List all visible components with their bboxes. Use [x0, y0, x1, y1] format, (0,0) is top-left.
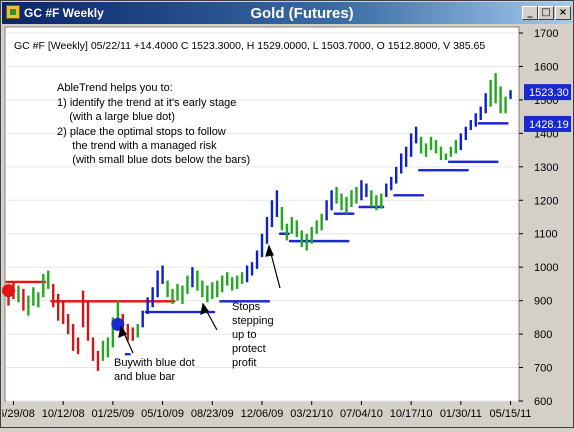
price-chart[interactable]: 6007008009001000110012001300140015001600… — [0, 25, 572, 427]
window-title: GC #F Weekly — [24, 6, 104, 20]
x-tick-label: 10/17/10 — [390, 408, 433, 420]
blue-stop-dot — [421, 193, 425, 197]
x-tick-label: 03/21/10 — [290, 408, 333, 420]
blue-stop-dot — [267, 300, 270, 303]
y-tick-label: 1300 — [534, 162, 558, 174]
blue-stop-dot — [128, 352, 131, 356]
close-button[interactable]: × — [555, 6, 571, 20]
x-tick-label: 12/06/09 — [241, 408, 284, 420]
annotation-intro: AbleTrend helps you to: 1) identify the … — [57, 82, 250, 166]
y-tick-label: 800 — [534, 329, 552, 341]
stops-line: up to — [232, 329, 256, 341]
x-tick-label: 06/29/08 — [2, 408, 35, 420]
intro-line: (with a large blue dot) — [57, 111, 175, 123]
stops-line: Stops — [232, 301, 261, 313]
buy-line: Buywith blue dot — [114, 357, 195, 369]
x-tick-label: 05/10/09 — [141, 408, 184, 420]
buy-arrow-head — [118, 325, 127, 339]
chart-app-icon — [6, 5, 20, 19]
y-tick-label: 1600 — [534, 61, 558, 73]
x-tick-label: 10/12/08 — [42, 408, 85, 420]
stops-line: stepping — [232, 315, 274, 327]
stops-line: protect — [232, 343, 266, 355]
blue-stop-dot — [351, 212, 355, 215]
price-tag-label: 1523.30 — [529, 87, 569, 99]
intro-line: AbleTrend helps you to: — [57, 82, 173, 94]
y-tick-label: 600 — [534, 396, 552, 408]
chart-area: 600 700 800 900 1000 1100 1200 1300 1400 1500 1600… — [0, 25, 572, 427]
stops-line: profit — [232, 357, 256, 369]
blue-stop-dot — [212, 310, 216, 314]
blue-stop-dot — [346, 239, 350, 243]
minimize-button[interactable]: _ — [522, 6, 538, 20]
annotation-arrows — [118, 244, 281, 354]
y-tick-label: 1700 — [534, 28, 558, 40]
x-tick-label: 05/15/11 — [490, 408, 532, 420]
y-tick-label: 700 — [534, 363, 552, 375]
x-tick-label: 01/30/11 — [440, 408, 482, 420]
price-tag-box — [524, 115, 571, 132]
y-tick-label: 1200 — [534, 195, 558, 207]
x-tick-label: 08/23/09 — [191, 408, 234, 420]
buy-line: and blue bar — [114, 371, 175, 383]
price-tag-box — [524, 84, 571, 101]
stops-arrow-up-line — [269, 249, 281, 289]
blue-stop-dot — [505, 122, 509, 125]
y-tick-label: 1100 — [534, 229, 558, 241]
annotation-buy: Buywith blue dot and blue bar — [114, 357, 195, 383]
plot-background — [4, 26, 520, 402]
intro-line: (with small blue dots below the bars) — [57, 154, 250, 166]
x-tick-label: 01/25/09 — [91, 408, 134, 420]
price-tag-label: 1428.19 — [529, 119, 569, 131]
red-signal-dot — [1, 284, 15, 298]
intro-line: 2) place the optimal stops to follow — [57, 126, 226, 138]
stops-arrow-up-head — [265, 244, 274, 257]
y-tick-label: 900 — [534, 296, 552, 308]
blue-stop-dot — [495, 160, 499, 164]
annotation-stops: Stops stepping up to protect profit — [232, 301, 274, 369]
chart-title: Gold (Futures) — [250, 5, 354, 22]
x-tick-label: 07/04/10 — [340, 408, 383, 420]
stops-arrow-left-head — [200, 302, 209, 316]
intro-line: 1) identify the trend at it's early stag… — [57, 97, 236, 109]
blue-stop-dot — [466, 168, 469, 172]
maximize-button[interactable]: □ — [538, 6, 554, 20]
y-tick-label: 1000 — [534, 262, 558, 274]
chart-header: GC #F [Weekly] 05/22/11 +14.4000 C 1523.… — [14, 40, 485, 52]
intro-line: the trend with a managed risk — [57, 140, 217, 152]
title-bar[interactable]: GC #F Weekly Gold (Futures) _ □ × — [2, 2, 572, 24]
